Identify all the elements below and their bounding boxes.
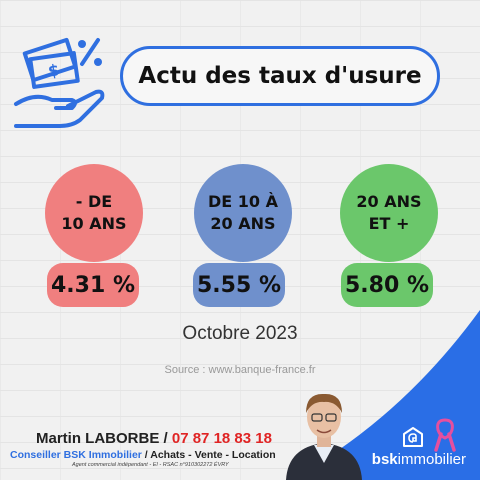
rate-pill-10-20: 5.55 % xyxy=(193,263,285,307)
category-circle-10-20: DE 10 À 20 ANS xyxy=(194,164,292,262)
agent-activities: / Achats - Vente - Location xyxy=(144,449,276,461)
bsk-logo-icon xyxy=(403,427,423,447)
category-circle-20-plus: 20 ANS ET + xyxy=(340,164,438,262)
period-label: Octobre 2023 xyxy=(182,323,298,344)
page-title: Actu des taux d'usure xyxy=(138,63,422,89)
blue-corner-shape xyxy=(290,310,480,480)
agent-role: Conseiller BSK Immobilier xyxy=(10,449,142,461)
svg-text:$: $ xyxy=(47,60,61,80)
agent-phone: 07 87 18 83 18 xyxy=(171,430,272,447)
brand-name: bskimmobilier xyxy=(372,451,466,468)
pink-ribbon-icon xyxy=(434,418,456,452)
agent-role-line: Conseiller BSK Immobilier / Achats - Ven… xyxy=(10,449,276,461)
rate-pill-20-plus: 5.80 % xyxy=(341,263,433,307)
rate-pill-under-10: 4.31 % xyxy=(47,263,139,307)
agent-photo xyxy=(286,393,362,480)
agent-name: Martin LABORBE xyxy=(36,430,160,447)
brand-suffix: immobilier xyxy=(397,451,466,468)
legal-mention: Agent commercial indépendant - EI - RSAC… xyxy=(72,462,229,468)
category-circle-under-10: - DE 10 ANS xyxy=(45,164,143,262)
agent-name-line: Martin LABORBE / 07 87 18 83 18 xyxy=(36,430,272,447)
separator: / xyxy=(163,430,168,447)
brand-prefix: bsk xyxy=(371,451,398,468)
money-hand-icon: $ xyxy=(14,37,105,128)
source-text: Source : www.banque-france.fr xyxy=(164,364,316,376)
title-box: Actu des taux d'usure xyxy=(120,46,440,106)
